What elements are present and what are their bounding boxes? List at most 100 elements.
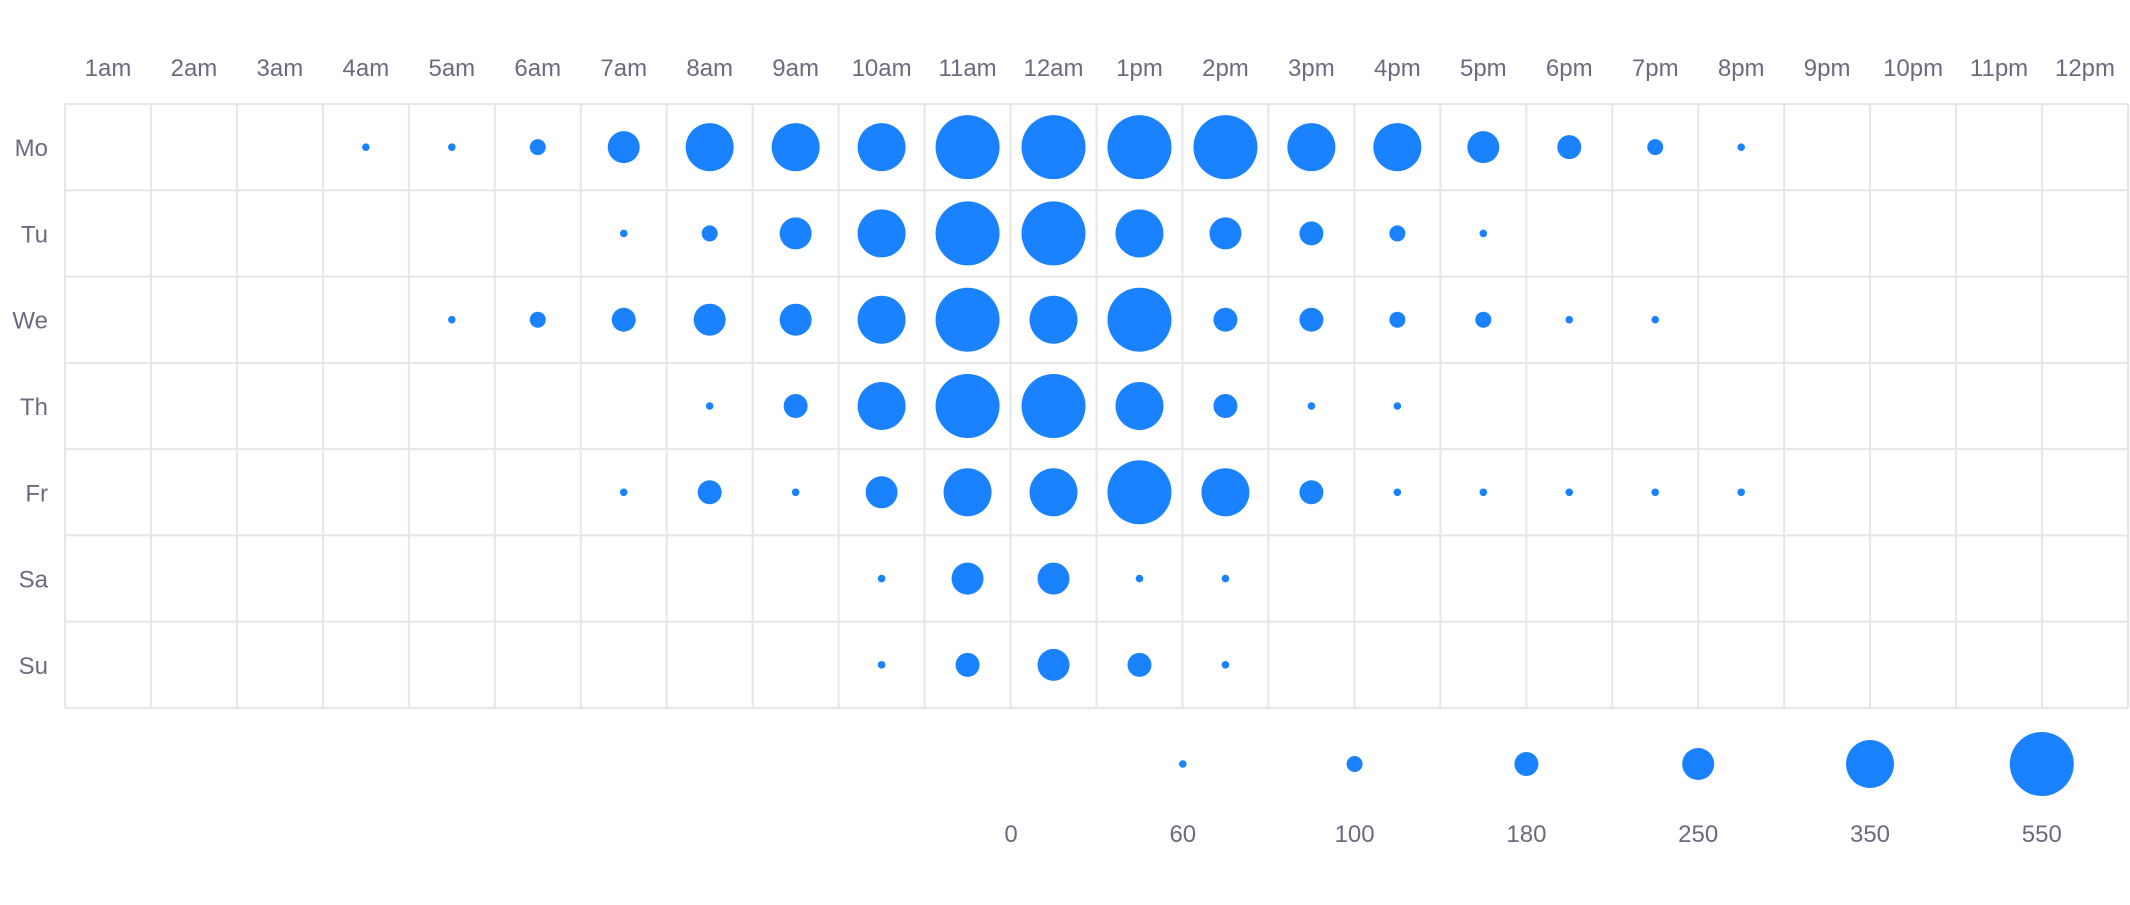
dot [1135,574,1144,583]
dot [1467,131,1500,164]
legend-dot [1514,752,1539,776]
legend-dot [2009,732,2074,796]
dot [1021,115,1086,180]
dot [529,139,546,156]
dot [779,217,812,250]
x-tick-label: 9am [772,55,819,82]
dot [693,303,726,336]
y-tick-label: Tu [21,221,48,248]
dot [1389,225,1406,242]
legend-label: 180 [1506,821,1546,848]
dot [783,394,808,418]
dot [362,143,370,151]
dot [935,115,1000,180]
dot [1201,468,1250,517]
x-tick-label: 4pm [1374,55,1421,82]
dot [1565,315,1574,324]
x-tick-label: 9pm [1804,55,1851,82]
x-tick-label: 7am [600,55,647,82]
dot [1029,295,1078,344]
x-axis-labels: 1am 2am 3am 4am 5am 6am 7am 8am 9am 10am 11am 12am 1… [85,55,2115,82]
y-tick-label: Fr [25,480,48,507]
dot [1479,229,1488,238]
y-tick-label: We [12,308,48,335]
x-tick-label: 8pm [1718,55,1765,82]
y-axis-labels: Mo Tu We Th Fr Sa Su [12,135,48,680]
dot [1647,139,1664,156]
dot [951,562,984,595]
dot [935,374,1000,438]
dot [877,574,886,583]
x-tick-label: 8am [686,55,733,82]
x-tick-label: 12am [1023,55,1083,82]
dot [685,123,734,172]
legend-label: 100 [1335,821,1375,848]
dot [1299,307,1324,332]
dot [1389,311,1406,328]
dot [1213,307,1238,332]
dot [1037,562,1070,595]
dot [1557,135,1582,160]
legend-label: 550 [2022,821,2062,848]
dot [529,311,546,328]
dot [697,480,722,505]
dot [935,287,1000,352]
dot [448,143,456,151]
dot [1029,468,1078,517]
x-tick-label: 3pm [1288,55,1335,82]
grid [64,103,2129,709]
dot [701,225,718,242]
y-tick-label: Mo [15,135,48,162]
dot [1373,123,1422,172]
x-tick-label: 5am [428,55,475,82]
x-tick-label: 3am [257,55,304,82]
dot [607,131,640,164]
x-tick-label: 5pm [1460,55,1507,82]
dot [955,652,980,677]
dot [857,382,906,430]
dot [857,295,906,344]
dot [611,307,636,332]
dot [1565,488,1574,497]
dot [1651,315,1660,324]
x-tick-label: 2pm [1202,55,1249,82]
dot [619,229,628,238]
dot [1213,394,1238,418]
dot [1127,652,1152,677]
x-tick-label: 4am [343,55,390,82]
dot [877,661,886,669]
dot [1479,488,1488,497]
dot [1209,217,1242,250]
legend-dot [1682,748,1715,780]
x-tick-label: 1pm [1116,55,1163,82]
dot [791,488,800,497]
dot [1475,311,1492,328]
dot [779,303,812,336]
x-tick-label: 11pm [1970,55,2028,82]
x-tick-label: 11am [938,55,996,82]
dot [1651,488,1660,497]
dot [1287,123,1336,172]
dot [1193,115,1258,180]
dot [705,402,714,410]
x-tick-label: 7pm [1632,55,1679,82]
dot [1115,209,1164,258]
dot [619,488,628,497]
dot [1037,648,1070,681]
dot [943,468,992,517]
dot [1107,115,1172,180]
x-tick-label: 10am [852,55,912,82]
dot [935,201,1000,266]
dot [1299,221,1324,246]
x-tick-label: 6am [514,55,561,82]
dot [857,209,906,258]
dot [771,123,820,172]
dot [1307,402,1316,410]
dot [1737,143,1745,151]
dot [1115,382,1164,430]
dot [1107,287,1172,352]
dot [865,476,898,509]
dot [1021,201,1086,266]
dot [448,315,456,324]
dot [1221,574,1230,583]
